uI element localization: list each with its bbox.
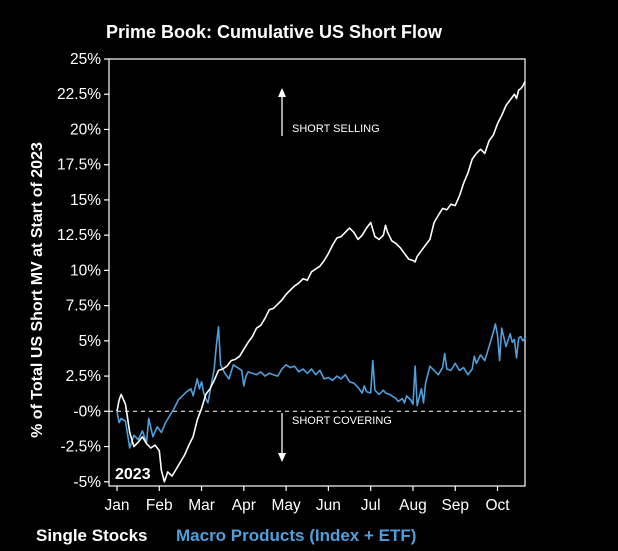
y-tick-label: 17.5% xyxy=(57,157,101,174)
chart-title: Prime Book: Cumulative US Short Flow xyxy=(106,22,443,42)
x-tick-label: Apr xyxy=(232,497,256,514)
y-tick-label: 15% xyxy=(70,192,101,209)
y-tick-label: -2.5% xyxy=(61,439,102,456)
y-axis: 25% 22.5% 20% 17.5% 15% 12.5% 10% 7.5% 5% 2.5% -0%… xyxy=(57,51,109,491)
legend-macro-products: Macro Products (Index + ETF) xyxy=(176,526,416,545)
y-tick-label: 22.5% xyxy=(57,86,101,103)
y-tick-label: 10% xyxy=(70,262,101,279)
y-tick-label: 12.5% xyxy=(57,227,101,244)
x-tick-label: Aug xyxy=(399,497,427,514)
x-axis: Jan Feb Mar Apr May Jun Jul Aug Sep Oct xyxy=(105,486,510,514)
y-tick-label: 2.5% xyxy=(66,368,102,385)
x-tick-label: Mar xyxy=(188,497,215,514)
short-selling-arrowhead xyxy=(278,88,286,97)
y-tick-label: 25% xyxy=(70,51,101,68)
x-tick-label: Jul xyxy=(361,497,381,514)
legend-single-stocks: Single Stocks xyxy=(36,526,147,545)
y-tick-label: -5% xyxy=(73,474,101,491)
x-tick-label: Oct xyxy=(485,497,510,514)
series-group xyxy=(116,81,526,483)
year-label: 2023 xyxy=(115,466,151,483)
series-line-macro-products xyxy=(116,323,526,449)
plot-frame xyxy=(108,58,526,487)
x-tick-label: Jun xyxy=(316,497,341,514)
series-line-single-stocks xyxy=(116,81,526,483)
y-tick-label: 5% xyxy=(79,333,102,350)
x-tick-label: Feb xyxy=(146,497,173,514)
x-tick-label: May xyxy=(271,497,301,514)
short-covering-annotation: SHORT COVERING xyxy=(292,415,392,427)
y-tick-label: -0% xyxy=(73,403,101,420)
short-selling-annotation: SHORT SELLING xyxy=(292,123,380,135)
short-covering-arrowhead xyxy=(278,453,286,462)
x-tick-label: Jan xyxy=(105,497,130,514)
y-tick-label: 7.5% xyxy=(66,298,102,315)
y-axis-label: % of Total US Short MV at Start of 2023 xyxy=(29,142,46,438)
y-tick-label: 20% xyxy=(70,121,101,138)
x-tick-label: Sep xyxy=(441,497,469,514)
